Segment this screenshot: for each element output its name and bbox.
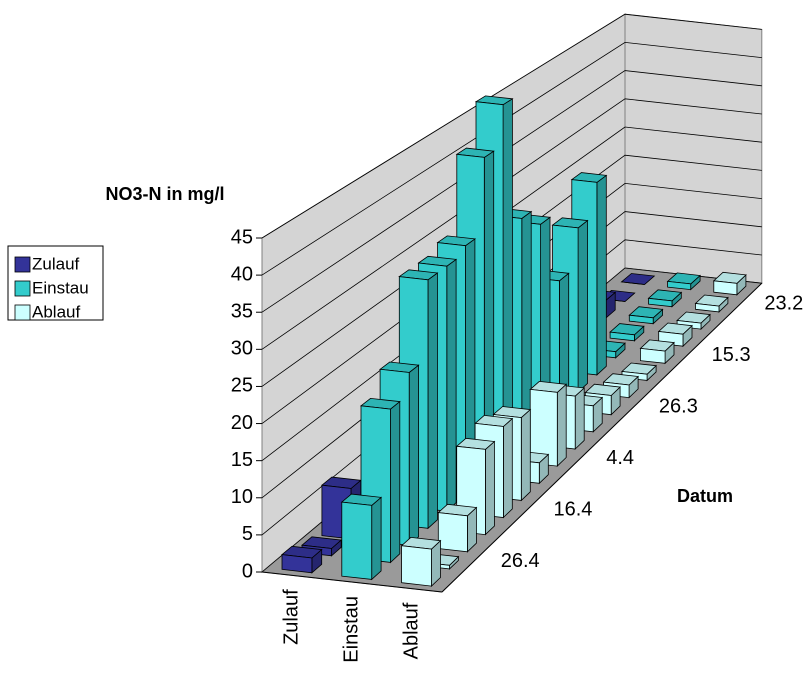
grid-line [261,154,762,424]
legend-label: Einstau [32,278,89,297]
bar [694,294,729,313]
legend-swatch [14,256,31,273]
y-tick-label: 45 [231,226,253,248]
bars [281,95,747,588]
bar-front [609,331,635,342]
bar-side [427,272,438,530]
x-tick-label: Einstau [340,596,362,663]
y-tick-label: 25 [231,375,253,397]
bar [281,545,323,574]
bar [712,271,747,296]
depth-tick-label: 26.4 [501,550,540,572]
y-tick-label: 40 [231,263,253,285]
x-tick-label: Zulauf [280,589,302,645]
bar-side [446,258,457,513]
legend: Zulauf Einstau Ablauf [14,254,89,321]
y-axis-title: NO3-N in mg/l [105,184,224,204]
bar-side [502,98,513,462]
y-tick-label: 30 [231,338,253,360]
y-tick-label: 20 [231,412,253,434]
bar-front [667,280,692,291]
legend-label: Ablauf [32,302,80,321]
bar-front [628,314,654,325]
grid-line [261,41,762,276]
bar-side [521,210,532,445]
bar-side [556,383,567,468]
y-tick-label: 5 [242,523,253,545]
bar [340,493,383,581]
legend-swatch [14,280,31,297]
bar-side [408,364,420,547]
y-tick-label: 35 [231,301,253,323]
bar-side [371,496,382,581]
bar [639,339,675,365]
grid-line [261,70,762,313]
bar-side [577,219,588,393]
grid-line [261,13,762,239]
x-axis-title: Datum [677,486,733,506]
bar-side [502,417,513,519]
bar [666,272,702,291]
bar-side [484,440,495,536]
bar-side [574,387,585,450]
bar-front [648,297,673,308]
bar-front [640,347,666,364]
legend-label: Zulauf [32,254,80,273]
bar [647,289,683,308]
grid-line [261,98,762,350]
bar-front [695,303,720,313]
back-wall [624,13,763,284]
y-tick-label: 0 [242,560,253,582]
bar [657,322,693,348]
bar-side [596,174,607,376]
bar-front [713,280,738,296]
labels: 0 5 10 15 20 25 30 35 40 45 23.2 15.3 26.3 4.4 16.4 26.… [231,226,804,662]
bar [609,323,645,342]
bar [400,536,442,588]
bar [620,273,656,285]
bar-side [520,408,531,502]
y-tick-label: 15 [231,449,253,471]
bar [676,311,711,331]
grid-line [261,126,762,387]
depth-tick-label: 26.3 [659,396,698,418]
legend-swatch [14,304,31,321]
x-tick-label: Ablauf [400,602,422,659]
bar-front [621,281,645,285]
depth-tick-label: 23.2 [764,292,803,314]
depth-tick-label: 15.3 [712,344,751,366]
bar [437,503,478,553]
bar-front [281,554,313,574]
depth-tick-label: 4.4 [606,447,634,469]
bar [628,306,664,325]
bar-front [401,545,432,587]
depth-axis-line [441,282,763,593]
y-tick-label: 10 [231,486,253,508]
bar-side [390,400,401,564]
x-axis-line [261,571,443,593]
bar-front [437,512,468,553]
bar-front [341,501,373,580]
depth-tick-label: 16.4 [553,499,592,521]
